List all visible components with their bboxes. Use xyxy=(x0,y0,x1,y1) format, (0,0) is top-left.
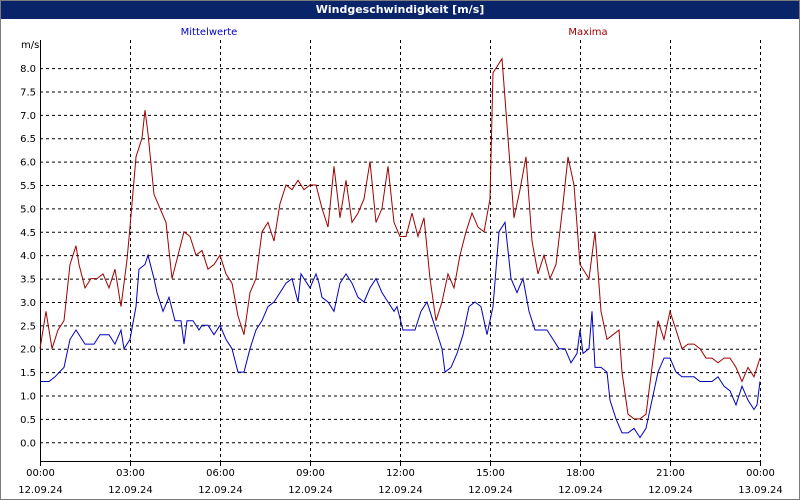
y-tick-label: 0.0 xyxy=(20,438,36,449)
axes xyxy=(40,40,761,466)
y-tick-label: 6.0 xyxy=(20,158,36,169)
x-tick-time: 00:00 xyxy=(746,468,775,479)
x-tick-date: 12.09.24 xyxy=(108,485,153,496)
x-tick-time: 21:00 xyxy=(656,468,685,479)
x-tick-time: 15:00 xyxy=(476,468,505,479)
y-tick-label: 8.0 xyxy=(20,64,36,75)
x-tick-time: 09:00 xyxy=(296,468,325,479)
x-tick-date: 12.09.24 xyxy=(288,485,333,496)
y-axis-ticks: 0.0 0.5 1.0 1.5 2.0 2.5 3.0 3.5 4.0 4.5 5.0 5.5 6.0 6… xyxy=(20,64,36,449)
x-tick-date: 12.09.24 xyxy=(468,485,513,496)
x-tick-date: 12.09.24 xyxy=(378,485,423,496)
y-tick-label: 5.5 xyxy=(20,181,36,192)
x-tick-time: 00:00 xyxy=(26,468,55,479)
x-tick-date: 12.09.24 xyxy=(648,485,693,496)
y-tick-label: 0.5 xyxy=(20,415,36,426)
y-tick-label: 5.0 xyxy=(20,204,36,215)
y-tick-label: 4.0 xyxy=(20,251,36,262)
y-tick-label: 1.5 xyxy=(20,368,36,379)
series-line-mittelwerte xyxy=(40,220,761,439)
y-tick-label: 7.5 xyxy=(20,87,36,98)
y-axis-label: m/s xyxy=(21,40,39,51)
series-line-maxima xyxy=(39,57,761,420)
y-tick-label: 3.0 xyxy=(20,298,36,309)
x-tick-date: 13.09.24 xyxy=(738,485,783,496)
y-tick-label: 7.0 xyxy=(20,111,36,122)
y-tick-label: 2.0 xyxy=(20,345,36,356)
y-tick-label: 4.5 xyxy=(20,228,36,239)
x-axis-ticks: 00:00 12.09.24 03:00 12.09.24 06:00 12.09.24 0… xyxy=(18,468,783,496)
legend-mittelwerte: Mittelwerte xyxy=(181,27,238,38)
x-tick-time: 12:00 xyxy=(386,468,415,479)
x-tick-time: 03:00 xyxy=(116,468,145,479)
series-lines xyxy=(39,57,761,439)
y-tick-label: 2.5 xyxy=(20,321,36,332)
x-tick-date: 12.09.24 xyxy=(198,485,243,496)
chart-title: Windgeschwindigkeit [m/s] xyxy=(1,1,799,19)
x-tick-time: 06:00 xyxy=(206,468,235,479)
x-tick-date: 12.09.24 xyxy=(18,485,63,496)
x-tick-time: 18:00 xyxy=(566,468,595,479)
y-tick-label: 6.5 xyxy=(20,134,36,145)
y-tick-label: 3.5 xyxy=(20,275,36,286)
x-tick-date: 12.09.24 xyxy=(558,485,603,496)
y-tick-label: 1.0 xyxy=(20,392,36,403)
legend-maxima: Maxima xyxy=(568,27,607,38)
